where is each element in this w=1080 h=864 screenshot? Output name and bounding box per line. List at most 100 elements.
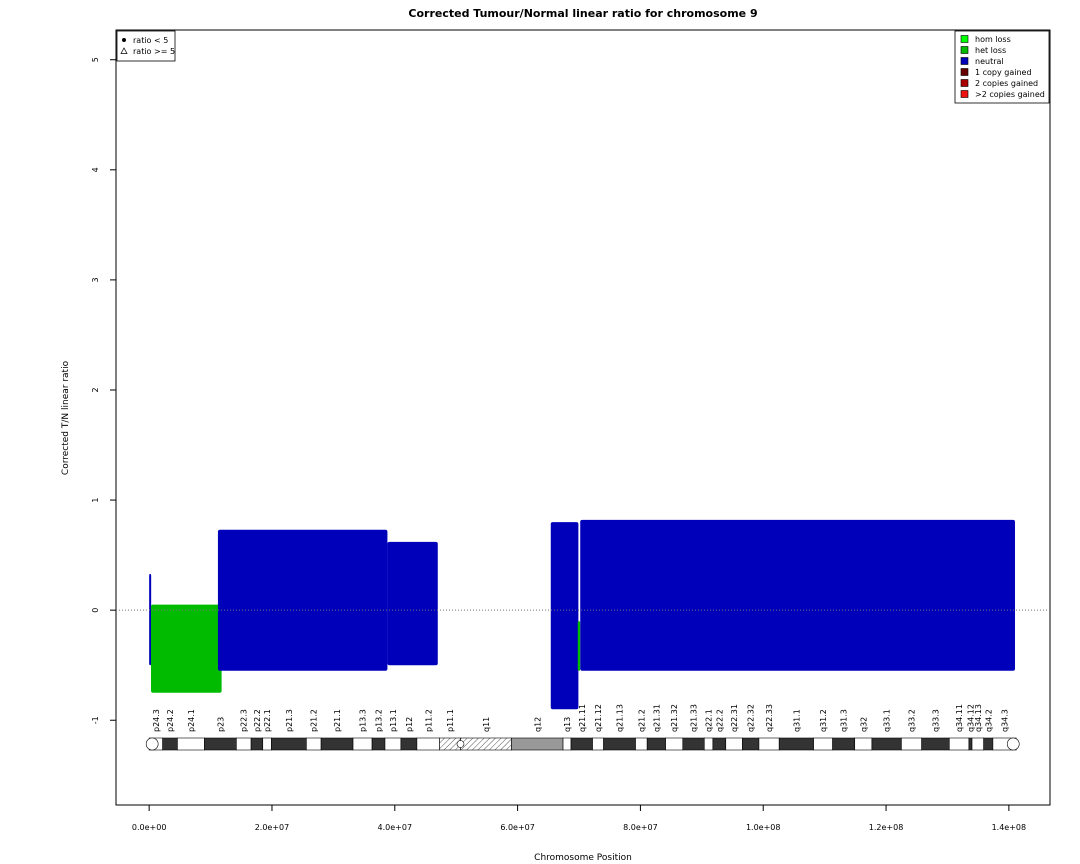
cytoband-label: p12 [405,717,414,732]
cytoband-rect [778,737,814,751]
cytoband-rect [901,737,922,751]
legend-triangle [120,47,128,54]
legend-label: 1 copy gained [975,68,1032,77]
cytoband-rect [271,737,307,751]
cytoband: p13.2 [371,709,386,751]
cytoband-rect [871,737,902,751]
cytoband-label: p23 [216,717,225,732]
cytoband: q21.12 [592,704,604,751]
cytoband-rect [570,737,593,751]
cytoband: q21.32 [665,704,684,751]
cytoband-rect [400,737,418,751]
legend-swatch [960,90,969,98]
cytoband: q13 [562,717,572,751]
cytoband-label: q22.1 [705,709,714,732]
centromere [456,740,465,748]
telomere [145,737,159,751]
cytoband-label: q34.13 [974,704,983,732]
legend-swatch [960,35,969,43]
cytoband-label: q22.33 [765,704,774,732]
cytoband-label: p11.1 [446,709,455,732]
cytoband-rect [921,737,950,751]
cytoband-label: q21.33 [690,704,699,732]
legend-label: >2 copies gained [975,90,1045,99]
cytoband: q21.2 [635,709,648,751]
cytoband-label: q31.2 [819,709,828,732]
x-tick-label: 2.0e+07 [255,823,290,832]
cytoband-rect [384,737,402,751]
y-tick-label: 3 [91,277,100,282]
y-tick-label: 4 [91,167,100,172]
cytoband-label: p24.3 [152,709,161,732]
cytoband-label: q31.3 [840,709,849,732]
y-tick-label: 0 [91,608,100,613]
cytoband: q31.1 [778,709,814,751]
cytoband-rect [204,737,237,751]
cytoband: p11.2 [416,709,440,751]
cytoband: q33.3 [921,709,950,751]
cytoband-rect [250,737,264,751]
cytoband: p21.1 [320,709,354,751]
cytoband-rect [758,737,780,751]
data-cloud [217,529,388,671]
cytoband-rect [971,737,984,751]
cytoband-label: q33.2 [908,709,917,732]
cytoband: q22.32 [742,704,760,751]
cytoband: q34.2 [983,709,993,751]
cytoband-label: p24.2 [166,709,175,732]
cytoband-label: p21.3 [285,709,294,732]
data-cloud [149,573,152,666]
cytoband-rect [832,737,856,751]
chart-title: Corrected Tumour/Normal linear ratio for… [408,7,757,20]
cytoband-label: q33.1 [883,709,892,732]
data-cloud [580,519,1015,671]
cytoband-rect [236,737,252,751]
cytoband-label: q11 [482,717,491,732]
cytoband-label: q21.2 [637,709,646,732]
telomere [1006,737,1020,751]
cytoband-label: p13.1 [389,709,398,732]
y-tick-label: -1 [91,716,100,724]
cytoband-label: p22.3 [240,709,249,732]
cytoband-label: q34.12 [966,704,975,732]
legend-swatch [960,68,969,76]
cytoband: q21.13 [603,704,636,751]
cytoband-label: q33.3 [931,709,940,732]
x-tick-label: 6.0e+07 [500,823,535,832]
cytoband: p12 [400,717,418,751]
y-tick-label: 2 [91,387,100,392]
cytoband-rect [742,737,760,751]
cytoband-rect [320,737,354,751]
cytoband-rect [813,737,833,751]
cytoband-label: q21.11 [578,704,587,732]
x-tick-label: 1.4e+08 [992,823,1027,832]
legend-label: hom loss [975,35,1011,44]
cytoband: q22.33 [758,704,780,751]
cytoband: q31.3 [832,709,856,751]
cytoband-rect [646,737,666,751]
cytoband-label: q22.32 [747,704,756,732]
cytoband: p24.1 [177,709,205,751]
cytoband: q33.2 [901,709,922,751]
cytoband-rect [177,737,205,751]
cytoband-label: p13.3 [359,709,368,732]
cytoband-label: p24.1 [187,709,196,732]
cytoband: q32 [854,717,873,751]
plot-frame [115,29,1051,806]
cytoband-rect [562,737,572,751]
cytoband-label: p11.2 [424,709,433,732]
x-axis-label: Chromosome Position [534,853,632,863]
cytoband: q22.1 [703,709,714,751]
y-axis-label: Corrected T/N linear ratio [61,360,71,475]
cytoband: q31.2 [813,709,833,751]
cytoband: q33.1 [871,709,902,751]
cytoband-label: p21.1 [333,709,342,732]
cytoband: q12 [511,717,564,751]
cytoband-label: p22.2 [253,709,262,732]
x-tick-label: 8.0e+07 [623,823,658,832]
cytoband: q21.31 [646,704,666,751]
cytoband-label: q34.3 [1001,709,1010,732]
cytoband-label: q21.13 [616,704,625,732]
data-cloud [550,522,579,710]
legend-swatch [960,79,969,87]
